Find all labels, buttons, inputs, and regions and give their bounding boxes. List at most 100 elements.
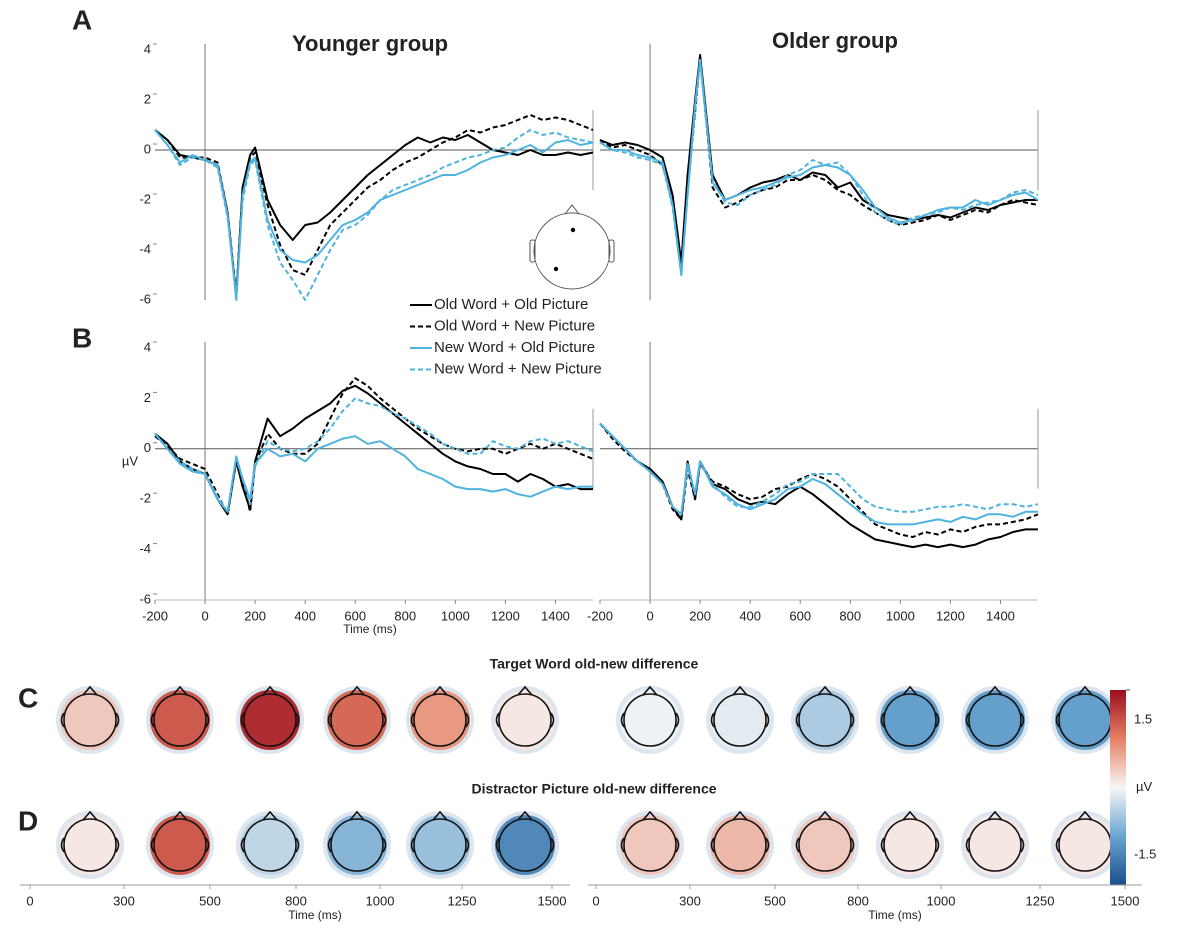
erp-line: [599, 422, 1039, 516]
nose: [902, 685, 918, 696]
x-axis-label: Time (ms): [343, 622, 397, 636]
ear: [115, 837, 120, 853]
x-tick-label: 200: [689, 608, 711, 623]
head-outline: [795, 810, 855, 872]
time-tick-label: 1250: [1026, 893, 1055, 908]
ear: [795, 712, 800, 728]
head-outline: [710, 810, 770, 872]
head-outline: [620, 685, 680, 747]
topomap: [410, 815, 470, 875]
ear: [1055, 837, 1060, 853]
ear: [710, 712, 715, 728]
topomap: [880, 815, 940, 875]
panel-label: C: [18, 682, 38, 713]
ear: [795, 837, 800, 853]
x-tick-label: 200: [244, 608, 266, 623]
head: [968, 818, 1022, 872]
erp-line: [154, 433, 593, 513]
head: [883, 818, 937, 872]
ear: [850, 712, 855, 728]
nose: [987, 810, 1003, 821]
head-outline: [410, 685, 470, 747]
head-outline: [150, 685, 210, 747]
nose: [349, 810, 365, 821]
head: [498, 818, 552, 872]
colorbar-unit: µV: [1136, 779, 1152, 794]
time-tick-label: 300: [113, 893, 135, 908]
x-tick-label: 1400: [986, 608, 1015, 623]
colorbar-label: -1.5: [1134, 846, 1156, 861]
ear: [620, 712, 625, 728]
head: [153, 818, 207, 872]
panel-label: A: [72, 4, 92, 35]
y-tick-label: -2: [139, 191, 151, 206]
erp-line: [599, 422, 1038, 526]
ear: [205, 712, 210, 728]
x-tick-label: 600: [789, 608, 811, 623]
x-tick-label: 1200: [936, 608, 965, 623]
nose: [432, 810, 448, 821]
ear: [675, 712, 680, 728]
ear: [327, 837, 332, 853]
x-tick-label: -200: [142, 608, 168, 623]
x-tick-label: -200: [587, 608, 613, 623]
head-outline: [495, 810, 555, 872]
topomap: [410, 690, 470, 750]
ear: [327, 712, 332, 728]
y-tick-label: 2: [144, 91, 151, 106]
ear: [495, 712, 500, 728]
y-tick-label: 0: [144, 141, 151, 156]
head: [330, 818, 384, 872]
x-tick-label: 800: [839, 608, 861, 623]
y-tick-label: 0: [144, 440, 151, 455]
topomap: [150, 815, 210, 875]
x-tick-label: 1000: [441, 608, 470, 623]
ear: [850, 837, 855, 853]
time-tick-label: 1500: [538, 893, 567, 908]
nose: [82, 810, 98, 821]
nose: [902, 810, 918, 821]
head: [623, 818, 677, 872]
topomap: [710, 815, 770, 875]
head: [330, 693, 384, 747]
ear: [550, 837, 555, 853]
chart-title: Older group: [772, 28, 898, 53]
ear: [495, 837, 500, 853]
ear: [550, 712, 555, 728]
colorbar: [1110, 690, 1126, 885]
topomap: [880, 690, 940, 750]
ear: [465, 837, 470, 853]
ear: [150, 837, 155, 853]
x-tick-label: 400: [294, 608, 316, 623]
head: [623, 693, 677, 747]
erp-line: [154, 397, 594, 513]
time-tick-label: 0: [26, 893, 33, 908]
time-tick-label: 800: [847, 893, 869, 908]
nose: [732, 810, 748, 821]
topomap: [60, 690, 120, 750]
topomap: [495, 690, 555, 750]
x-tick-label: 400: [739, 608, 761, 623]
y-tick-label: -6: [139, 591, 151, 606]
head: [798, 693, 852, 747]
topomap: [327, 690, 387, 750]
head-outline: [495, 685, 555, 747]
head: [63, 818, 117, 872]
topomap: [240, 690, 300, 750]
topomap-title: Distractor Picture old-new difference: [471, 781, 716, 797]
nose: [1077, 810, 1093, 821]
head-outline: [965, 810, 1025, 872]
ear: [965, 837, 970, 853]
erp-line: [599, 56, 1039, 271]
head: [968, 693, 1022, 747]
topomap: [795, 690, 855, 750]
nose: [1077, 685, 1093, 696]
erp-line: [599, 59, 1039, 276]
topomap: [965, 815, 1025, 875]
head: [713, 693, 767, 747]
head-outline: [60, 685, 120, 747]
y-tick-label: -4: [139, 541, 151, 556]
ear: [240, 837, 245, 853]
y-tick-label: 4: [144, 41, 151, 56]
erp-line: [154, 129, 594, 301]
